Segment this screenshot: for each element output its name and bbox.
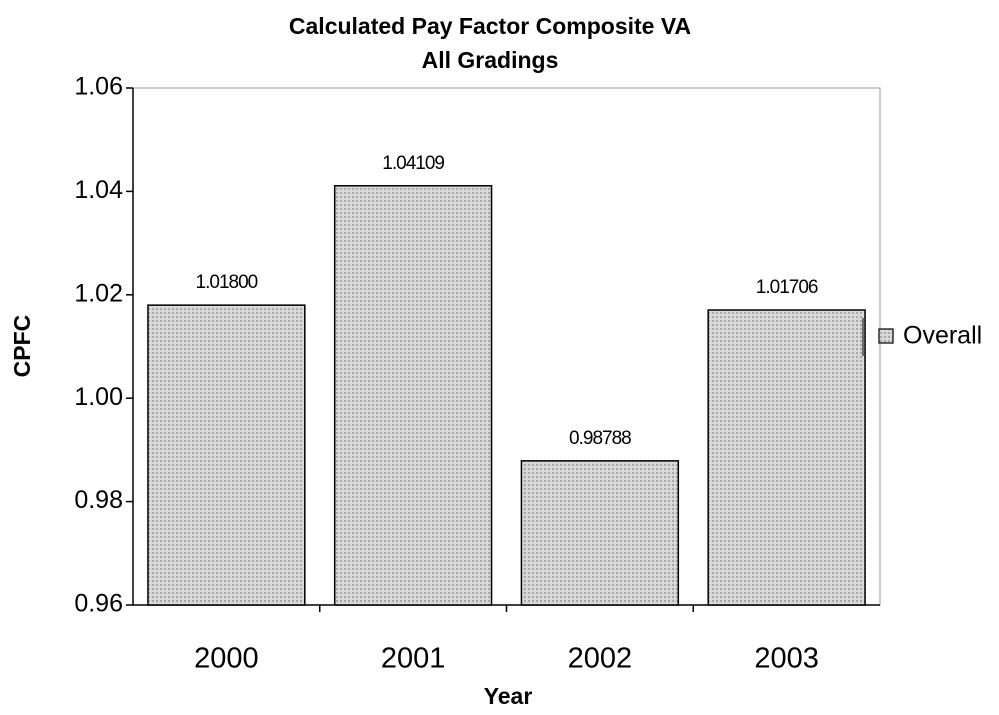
legend-swatch (878, 328, 894, 344)
x-tick-label: 2001 (381, 643, 446, 675)
y-tick-label: 0.98 (74, 486, 123, 514)
bar (333, 185, 493, 606)
chart-subtitle: All Gradings (422, 47, 559, 73)
y-tick-label: 0.96 (74, 590, 123, 618)
x-tick-label: 2002 (568, 643, 633, 675)
value-label: 0.98788 (569, 428, 631, 449)
y-tick-label: 1.06 (74, 73, 123, 101)
x-axis-label: Year (484, 683, 533, 709)
bar (147, 304, 306, 606)
value-label: 1.04109 (382, 153, 444, 174)
y-tick-label: 1.04 (74, 176, 123, 204)
y-tick-label: 1.00 (74, 383, 123, 411)
value-label: 1.01706 (756, 277, 818, 298)
chart-title: Calculated Pay Factor Composite VA (289, 13, 691, 39)
legend-label: Overall (903, 322, 982, 350)
bar (520, 460, 680, 606)
bar (707, 309, 866, 606)
y-tick-label: 1.02 (74, 279, 123, 307)
x-tick-label: 2003 (754, 643, 819, 675)
y-axis-label: CPFC (9, 315, 35, 378)
value-label: 1.01800 (196, 272, 258, 293)
x-tick-label: 2000 (194, 643, 259, 675)
